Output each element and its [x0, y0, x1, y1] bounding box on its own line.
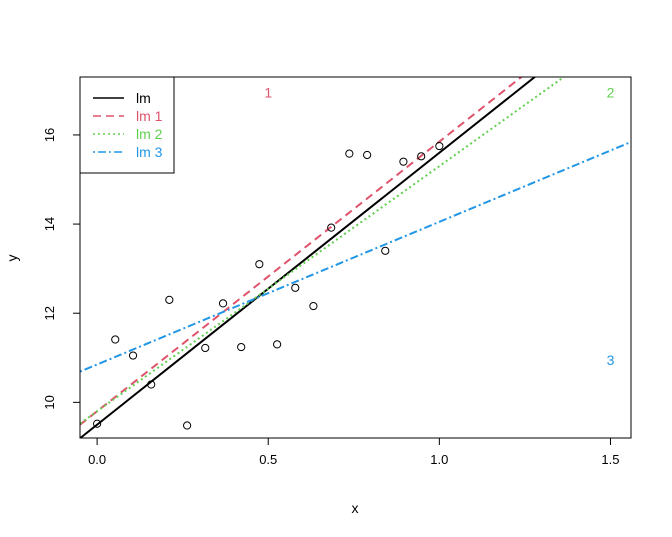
legend-label: lm 1	[136, 108, 163, 124]
data-point	[273, 340, 282, 349]
legend-label: lm 3	[136, 144, 163, 160]
regression-line-0	[80, 77, 537, 438]
x-tick-label: 1.5	[601, 452, 619, 467]
data-point	[291, 283, 300, 292]
data-point	[435, 141, 444, 151]
data-point	[218, 299, 228, 308]
x-tick-label: 0.5	[259, 452, 277, 467]
data-point	[165, 295, 174, 304]
x-axis-label: x	[352, 500, 359, 516]
legend-label: lm 2	[136, 126, 163, 142]
data-point	[183, 421, 192, 430]
data-point	[255, 260, 264, 269]
data-point	[345, 149, 354, 158]
regression-lines	[80, 77, 631, 438]
data-point	[309, 301, 318, 311]
y-tick-label: 12	[42, 306, 57, 320]
regression-line-3	[80, 141, 631, 373]
data-point	[381, 246, 390, 255]
data-point	[93, 419, 102, 428]
data-point	[201, 343, 210, 353]
legend-label: lm	[136, 90, 151, 106]
annotations: 1 2 3	[264, 85, 614, 368]
annotation-label: 3	[607, 352, 615, 368]
scatter-points	[93, 141, 444, 430]
data-point	[147, 380, 156, 389]
data-point	[327, 223, 336, 232]
data-point	[111, 335, 120, 344]
data-point	[128, 351, 138, 360]
annotation-label: 2	[607, 85, 615, 101]
y-axis-label: y	[4, 255, 20, 262]
data-point	[417, 152, 426, 161]
data-point	[237, 342, 246, 352]
y-tick-label: 10	[42, 395, 57, 409]
data-point	[363, 150, 372, 160]
data-point	[399, 157, 408, 166]
y-axis: 10 12 14 16	[42, 128, 81, 410]
y-tick-label: 16	[42, 128, 57, 142]
y-tick-label: 14	[42, 217, 57, 231]
legend-box	[79, 76, 175, 174]
x-tick-label: 0.0	[88, 452, 106, 467]
x-axis: 0.0 0.5 1.0 1.5	[88, 437, 620, 467]
annotation-label: 1	[264, 85, 272, 101]
legend: lm lm 1 lm 2 lm 3	[79, 76, 175, 174]
x-tick-label: 1.0	[430, 452, 448, 467]
